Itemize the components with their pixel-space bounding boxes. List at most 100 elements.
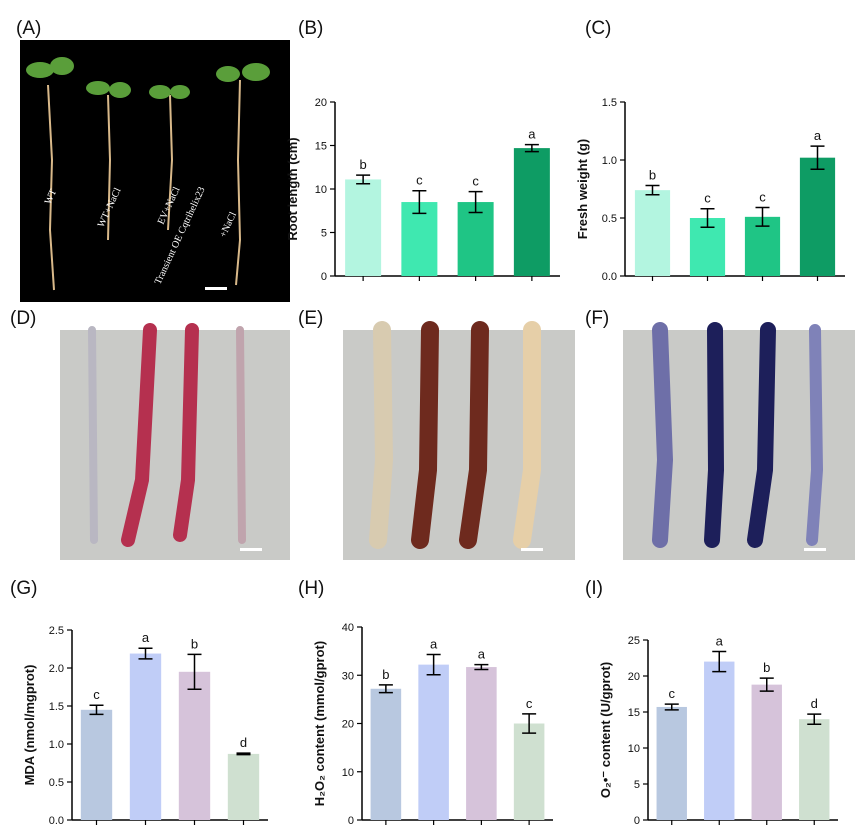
error-bar (755, 206, 770, 227)
y-tick-label: 20 (628, 671, 640, 683)
panel-label: (H) (298, 578, 324, 599)
bar (799, 719, 830, 820)
bar (799, 157, 836, 276)
y-tick-label: 0.5 (49, 777, 64, 789)
error-bar (378, 684, 393, 694)
bar (457, 202, 494, 276)
error-bar (187, 653, 202, 691)
error-bar (412, 189, 427, 215)
significance-letter: c (416, 173, 423, 188)
significance-letter: b (649, 168, 656, 183)
bar (80, 709, 113, 820)
y-tick-label: 0 (321, 271, 327, 283)
error-bar (645, 184, 660, 196)
y-tick-label: 0.0 (49, 815, 64, 827)
y-tick-label: 10 (342, 767, 354, 779)
y-tick-label: 20 (342, 719, 354, 731)
bar (345, 179, 382, 276)
panel-label: (A) (16, 18, 41, 39)
panel-label: (G) (10, 578, 37, 599)
plants (47, 79, 242, 291)
bar (129, 653, 162, 820)
bar (656, 706, 687, 820)
y-tick-label: 5 (634, 779, 640, 791)
error-bar (468, 190, 483, 214)
y-tick-label: 25 (628, 635, 640, 647)
significance-letter: d (811, 696, 818, 711)
significance-letter: c (93, 687, 100, 702)
y-axis-label: Fresh weight (g) (575, 139, 590, 239)
y-axis-label: O₂•⁻ content (U/gprot) (598, 662, 613, 798)
significance-letter: b (191, 636, 198, 651)
error-bar (138, 647, 153, 660)
y-tick-label: 1.5 (49, 701, 64, 713)
photo-a (20, 40, 290, 302)
panel-label: (D) (10, 308, 36, 329)
y-tick-label: 15 (315, 141, 327, 153)
y-tick-label: 10 (628, 743, 640, 755)
y-tick-label: 10 (315, 184, 327, 196)
panel-label: (I) (585, 578, 603, 599)
scale-bar (804, 548, 826, 551)
bar (513, 148, 550, 276)
y-tick-label: 1.0 (602, 155, 617, 167)
error-bar (807, 713, 822, 725)
significance-letter: a (430, 637, 438, 652)
scale-bar (521, 548, 543, 551)
bar (418, 664, 449, 820)
y-tick-label: 2.5 (49, 625, 64, 637)
y-axis-label: Root length (cm) (285, 137, 300, 240)
y-tick-label: 30 (342, 670, 354, 682)
bar (513, 723, 545, 820)
error-bar (664, 703, 679, 711)
significance-letter: a (716, 634, 724, 649)
bar (370, 688, 402, 820)
scale-bar (240, 548, 262, 551)
significance-letter: d (240, 735, 247, 750)
error-bar (759, 677, 774, 692)
significance-letter: c (669, 686, 676, 701)
y-axis-label: H₂O₂ content (mmol/gprot) (312, 641, 327, 806)
bar (704, 661, 735, 820)
scale-bar (205, 287, 227, 290)
y-tick-label: 0 (348, 815, 354, 827)
error-bar (522, 713, 537, 734)
error-bar (236, 752, 251, 756)
significance-letter: c (759, 190, 766, 205)
leaves (26, 57, 270, 99)
y-tick-label: 0.5 (602, 213, 617, 225)
significance-letter: c (704, 191, 711, 206)
error-bar (474, 663, 489, 671)
y-axis-label: MDA (nmol/mgprot) (22, 665, 37, 786)
bar (634, 190, 671, 276)
panel-label: (B) (298, 18, 323, 39)
y-tick-label: 1.0 (49, 739, 64, 751)
bar (466, 667, 497, 820)
bar (178, 671, 211, 820)
significance-letter: c (526, 696, 533, 711)
y-tick-label: 15 (628, 707, 640, 719)
y-tick-label: 5 (321, 228, 327, 240)
y-tick-label: 0 (634, 815, 640, 827)
significance-letter: b (360, 157, 367, 172)
error-bar (356, 174, 371, 185)
bar (751, 684, 782, 820)
error-bar (700, 207, 715, 229)
error-bar (524, 143, 539, 153)
panel-label: (F) (585, 308, 609, 329)
bar (227, 753, 260, 820)
error-bar (810, 145, 825, 171)
panel-label: (C) (585, 18, 611, 39)
y-tick-label: 2.0 (49, 663, 64, 675)
y-tick-label: 1.5 (602, 97, 617, 109)
significance-letter: a (814, 128, 822, 143)
significance-letter: b (382, 667, 389, 682)
significance-letter: a (142, 630, 150, 645)
error-bar (712, 650, 727, 673)
significance-letter: b (763, 660, 770, 675)
y-tick-label: 20 (315, 97, 327, 109)
bar (401, 202, 438, 276)
error-bar (89, 704, 104, 716)
significance-letter: c (472, 174, 479, 189)
